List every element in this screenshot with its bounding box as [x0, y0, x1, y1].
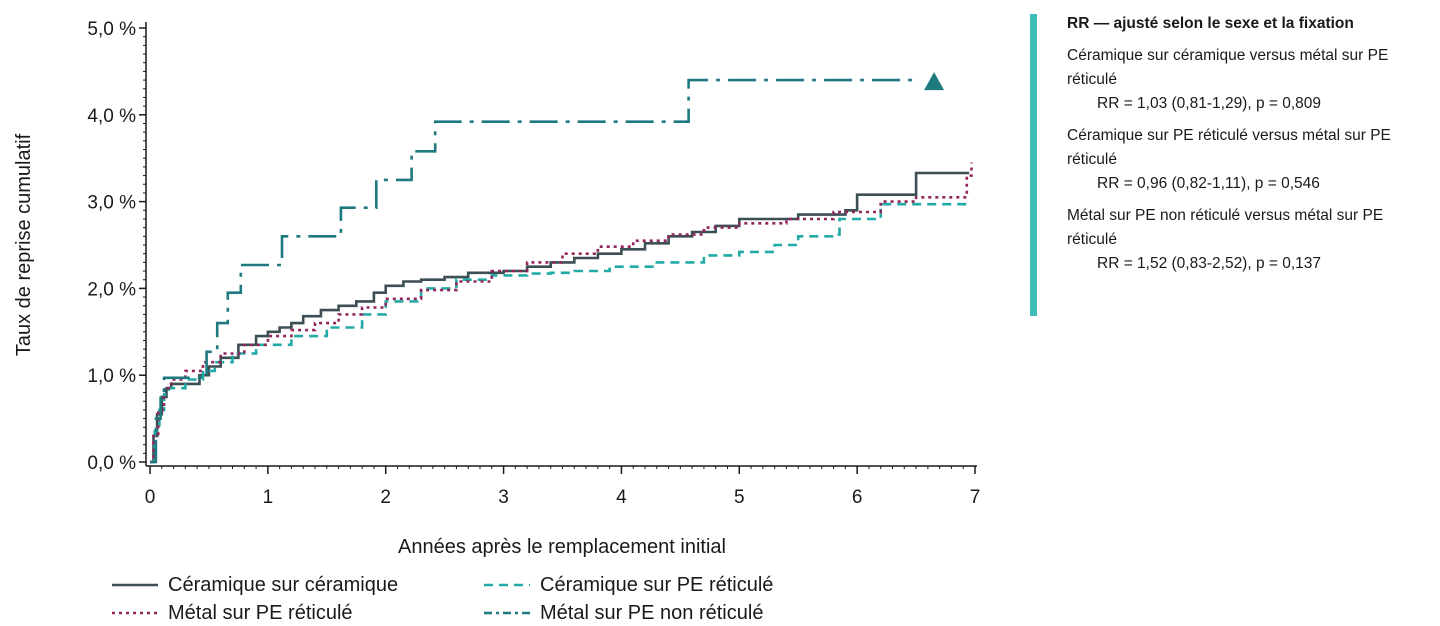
series-layer [150, 72, 973, 464]
rr-comparison: Métal sur PE non réticulé versus métal s… [1067, 204, 1430, 276]
legend-swatch [484, 611, 530, 615]
y-tick-label: 2,0 % [87, 279, 136, 300]
series-line-1 [150, 171, 970, 464]
legend-swatch [112, 583, 158, 587]
x-tick-label: 3 [498, 487, 509, 508]
rr-panel: RR — ajusté selon le sexe et la fixation… [1030, 14, 1430, 316]
legend-label: Métal sur PE réticulé [168, 601, 353, 624]
x-tick-label: 2 [380, 487, 391, 508]
x-tick-label: 7 [970, 487, 981, 508]
rr-comparison-label: Céramique sur céramique versus métal sur… [1067, 47, 1389, 88]
rr-comparison-value: RR = 0,96 (0,82-1,11), p = 0,546 [1097, 175, 1320, 192]
y-axis: 0,0 % 1,0 % 2,0 % 3,0 % 4,0 % 5,0 % [87, 19, 147, 474]
x-axis-title: Années après le remplacement initial [398, 536, 726, 558]
series-line-4 [150, 78, 917, 464]
x-tick-label: 0 [145, 487, 156, 508]
rr-comparison-value: RR = 1,52 (0,83-2,52), p = 0,137 [1097, 255, 1322, 272]
rr-comparison: Céramique sur PE réticulé versus métal s… [1067, 124, 1430, 196]
legend: Céramique sur céramique Céramique sur PE … [112, 572, 872, 626]
legend-label: Céramique sur céramique [168, 573, 399, 596]
x-tick-label: 1 [263, 487, 274, 508]
x-axis: 0 1 2 3 4 5 6 7 [145, 465, 981, 508]
y-tick-label: 3,0 % [87, 193, 136, 214]
y-axis-title: Taux de reprise cumulatif [13, 133, 35, 356]
series-line-2 [150, 202, 970, 464]
x-tick-label: 5 [734, 487, 745, 508]
legend-item: Céramique sur PE réticulé [484, 572, 856, 598]
legend-label: Céramique sur PE réticulé [540, 573, 774, 596]
legend-label: Métal sur PE non réticulé [540, 601, 764, 624]
legend-swatch [112, 611, 158, 615]
x-tick-label: 4 [616, 487, 627, 508]
x-tick-label: 6 [852, 487, 863, 508]
series-end-marker [924, 72, 945, 91]
rr-comparison-label: Céramique sur PE réticulé versus métal s… [1067, 127, 1391, 168]
legend-item: Métal sur PE non réticulé [484, 600, 856, 626]
rr-comparison-label: Métal sur PE non réticulé versus métal s… [1067, 207, 1384, 248]
y-tick-label: 5,0 % [87, 19, 136, 40]
rr-comparison: Céramique sur céramique versus métal sur… [1067, 44, 1430, 116]
legend-swatch [484, 583, 530, 587]
series-line-3 [150, 162, 973, 464]
legend-item: Métal sur PE réticulé [112, 600, 484, 626]
rr-comparison-value: RR = 1,03 (0,81-1,29), p = 0,809 [1097, 95, 1322, 112]
y-tick-label: 1,0 % [87, 366, 136, 387]
legend-item: Céramique sur céramique [112, 572, 484, 598]
y-tick-label: 4,0 % [87, 106, 136, 127]
rr-panel-title: RR — ajusté selon le sexe et la fixation [1067, 15, 1354, 32]
y-tick-label: 0,0 % [87, 453, 136, 474]
